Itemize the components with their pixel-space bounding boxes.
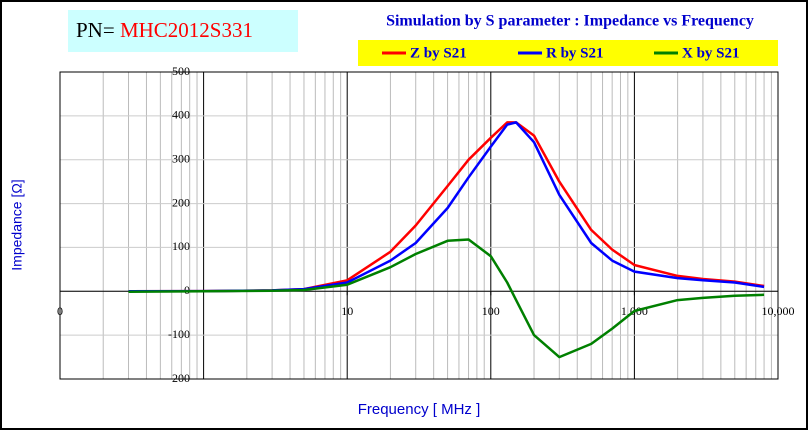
x-tick-label: 100 (482, 304, 500, 318)
x-tick-label: 0 (57, 304, 63, 318)
y-tick-label: 100 (172, 239, 190, 253)
legend-label: R by S21 (546, 45, 604, 61)
chart-title: Simulation by S parameter : Impedance vs… (386, 13, 754, 30)
pn-value: MHC2012S331 (120, 18, 253, 42)
y-axis-label: Impedance [Ω] (9, 179, 25, 270)
y-tick-label: -100 (168, 327, 190, 341)
x-tick-label: 10,000 (762, 304, 795, 318)
legend-box (358, 40, 778, 66)
y-tick-label: 200 (172, 195, 190, 209)
plot-border (59, 71, 779, 380)
y-tick-label: 500 (172, 64, 190, 78)
y-tick-label: 300 (172, 151, 190, 165)
series-line (128, 238, 765, 359)
pn-box (68, 10, 298, 52)
y-tick-label: 400 (172, 108, 190, 122)
legend-label: Z by S21 (410, 45, 467, 61)
x-tick-label: 10 (341, 304, 353, 318)
x-axis-label: Frequency [ MHz ] (358, 401, 481, 418)
pn-label: PN= MHC2012S331 (76, 18, 253, 42)
y-tick-label: -200 (168, 371, 190, 385)
legend-label: X by S21 (682, 45, 740, 61)
series-line (128, 121, 765, 293)
pn-prefix: PN= (76, 18, 115, 42)
